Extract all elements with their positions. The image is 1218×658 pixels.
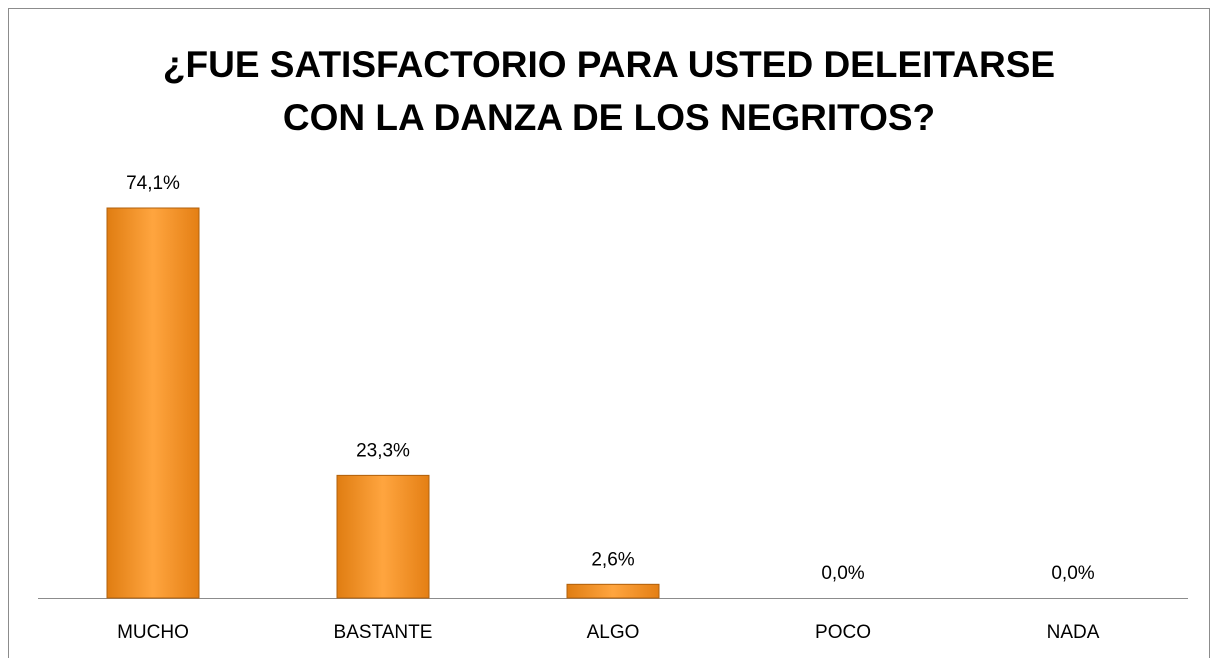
x-tick-label: NADA (1047, 622, 1100, 643)
bar (106, 207, 200, 599)
data-label: 23,3% (356, 440, 410, 461)
bar (566, 583, 660, 599)
data-label: 2,6% (591, 549, 634, 570)
x-tick-label: MUCHO (117, 622, 189, 643)
data-label: 0,0% (1051, 563, 1094, 584)
bar (336, 474, 430, 599)
chart-frame (8, 8, 1210, 658)
x-tick-label: POCO (815, 622, 871, 643)
x-tick-label: ALGO (587, 622, 640, 643)
data-label: 74,1% (126, 173, 180, 194)
data-label: 0,0% (821, 563, 864, 584)
x-tick-label: BASTANTE (334, 622, 433, 643)
chart-title: ¿FUE SATISFACTORIO PARA USTED DELEITARSE… (162, 44, 1056, 138)
